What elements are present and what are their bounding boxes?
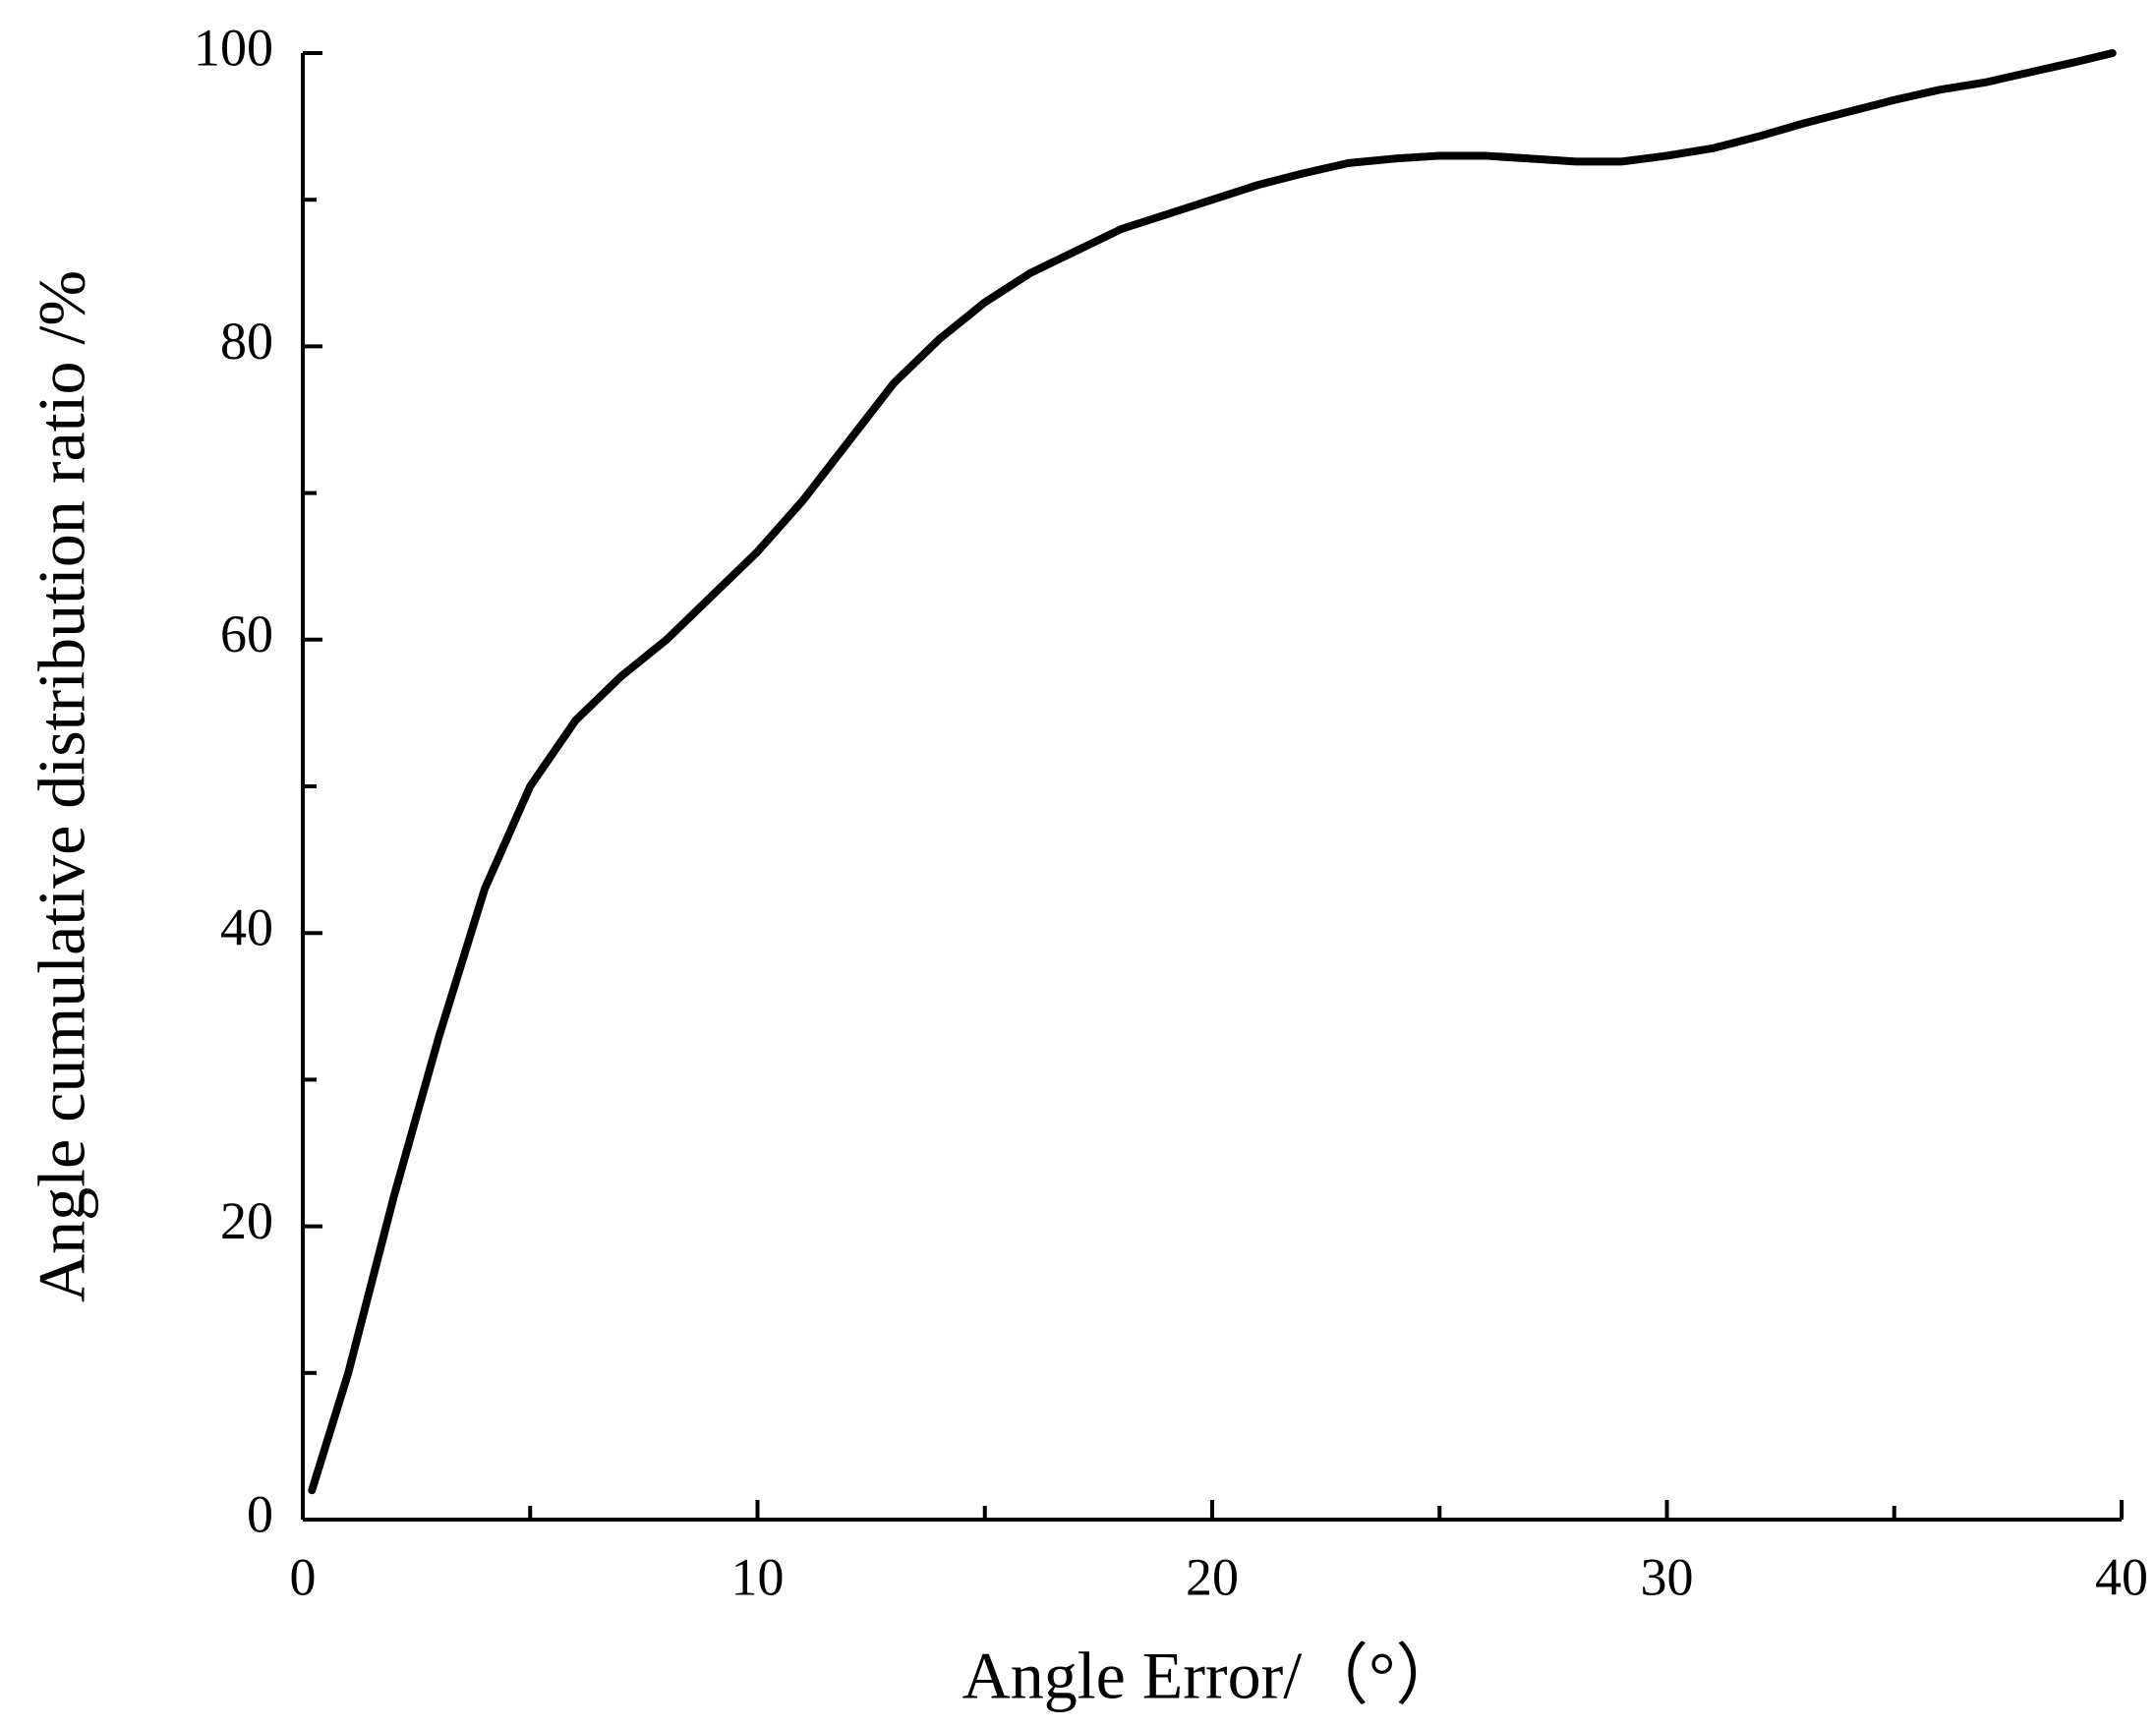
y-tick-label: 60 bbox=[220, 604, 273, 663]
y-tick-label: 20 bbox=[220, 1191, 273, 1250]
y-tick-label: 0 bbox=[247, 1484, 273, 1543]
x-axis-title: Angle Error/（°） bbox=[962, 1639, 1463, 1713]
y-axis-title: Angle cumulative distribution ratio /% bbox=[25, 270, 99, 1302]
x-tick-label: 10 bbox=[731, 1547, 785, 1606]
x-tick-label: 0 bbox=[290, 1547, 317, 1606]
x-tick-label: 20 bbox=[1186, 1547, 1239, 1606]
y-tick-label: 100 bbox=[194, 18, 273, 77]
x-tick-label: 40 bbox=[2095, 1547, 2148, 1606]
data-line bbox=[308, 49, 2117, 1495]
x-tick-label: 30 bbox=[1641, 1547, 1694, 1606]
y-tick-label: 40 bbox=[220, 898, 273, 957]
y-tick-label: 80 bbox=[220, 312, 273, 371]
